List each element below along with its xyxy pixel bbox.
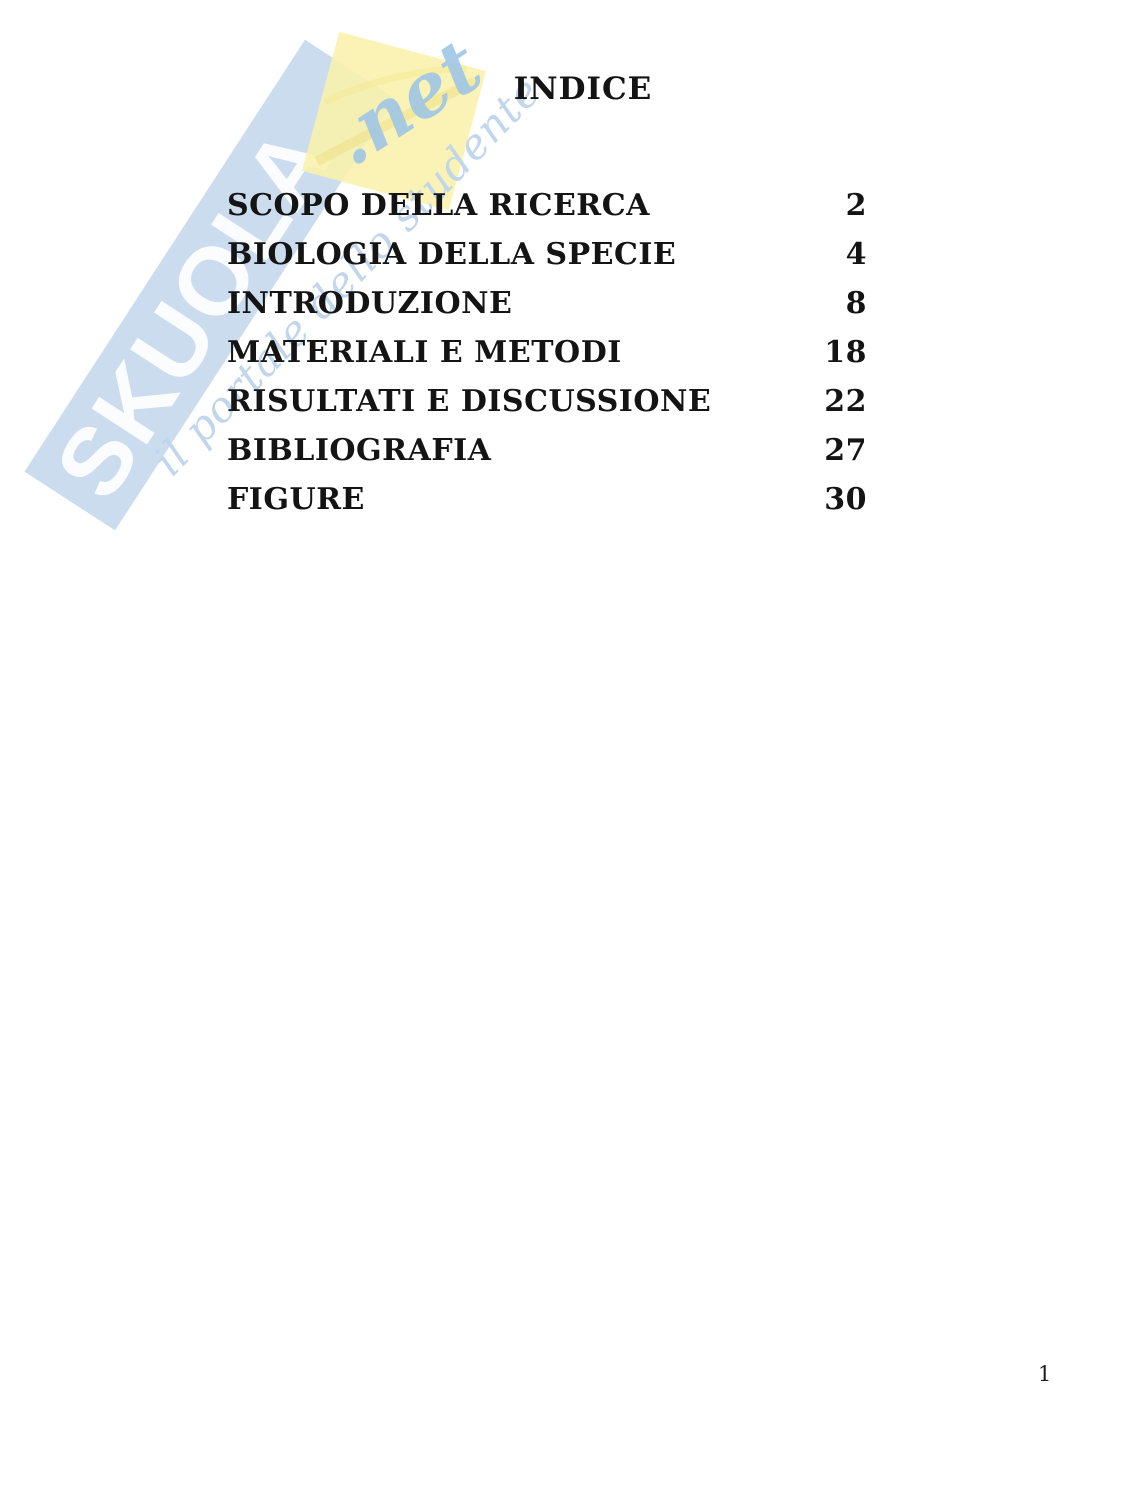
page-title: INDICE (513, 71, 653, 107)
toc-entry-page-number: 22 (824, 384, 867, 419)
toc-entry-page-number: 4 (845, 237, 867, 272)
toc-entry: RISULTATI E DISCUSSIONE 22 (227, 377, 867, 426)
toc-entry-label: BIOLOGIA DELLA SPECIE (227, 237, 677, 272)
toc-entry-page-number: 30 (824, 482, 867, 517)
toc-entry: BIBLIOGRAFIA 27 (227, 426, 867, 475)
toc-entry: FIGURE 30 (227, 475, 867, 524)
toc-entry-label: SCOPO DELLA RICERCA (227, 188, 650, 223)
toc-entry-page-number: 8 (845, 286, 867, 321)
page-number-footer: 1 (1038, 1362, 1052, 1386)
toc-entry: MATERIALI E METODI 18 (227, 328, 867, 377)
toc-entry-label: MATERIALI E METODI (227, 335, 622, 370)
toc-entry-label: BIBLIOGRAFIA (227, 433, 492, 468)
toc-entry-label: INTRODUZIONE (227, 286, 513, 321)
table-of-contents: SCOPO DELLA RICERCA 2 BIOLOGIA DELLA SPE… (227, 181, 867, 524)
toc-entry-label: FIGURE (227, 482, 365, 517)
toc-entry: INTRODUZIONE 8 (227, 279, 867, 328)
toc-entry-page-number: 2 (845, 188, 867, 223)
toc-entry-label: RISULTATI E DISCUSSIONE (227, 384, 712, 419)
toc-entry: BIOLOGIA DELLA SPECIE 4 (227, 230, 867, 279)
toc-entry-page-number: 18 (824, 335, 867, 370)
toc-entry-page-number: 27 (824, 433, 867, 468)
toc-entry: SCOPO DELLA RICERCA 2 (227, 181, 867, 230)
